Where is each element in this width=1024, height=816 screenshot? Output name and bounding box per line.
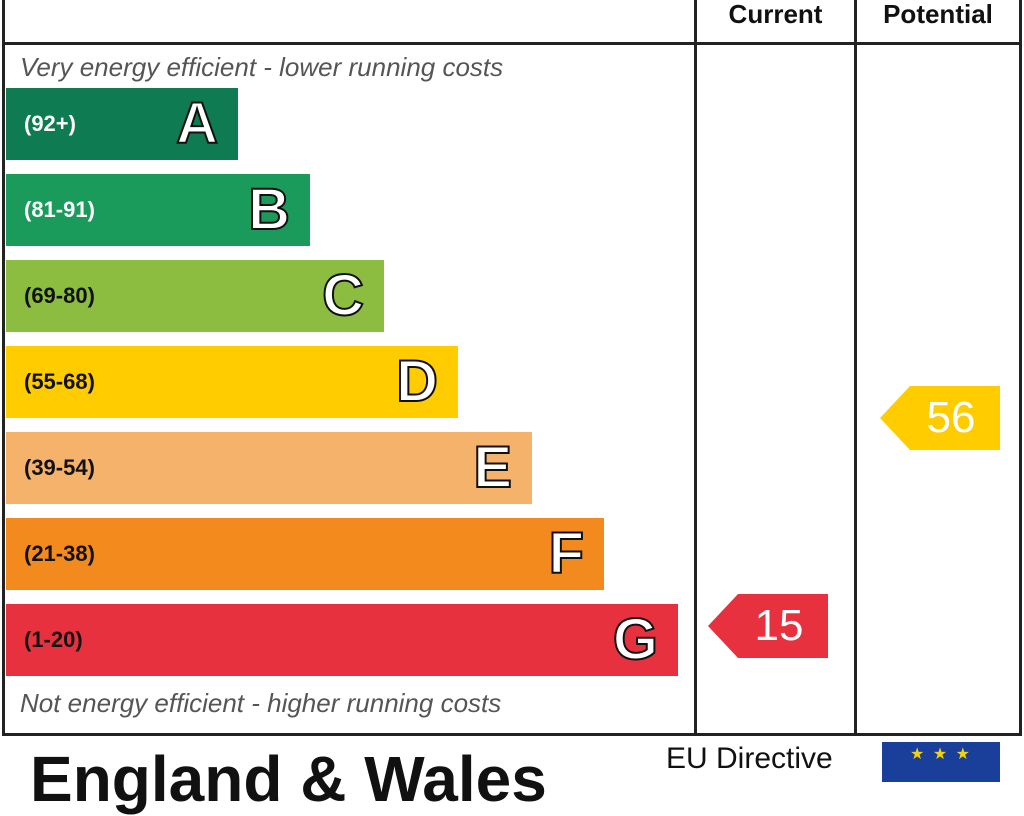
potential-column-divider <box>854 0 857 736</box>
current-column-divider <box>694 0 697 736</box>
left-border <box>2 0 5 736</box>
eu-flag-icon: ★ ★ ★ <box>882 742 1000 782</box>
band-b: (81-91) B <box>6 174 310 246</box>
band-range-label: (1-20) <box>24 627 83 652</box>
band-range-label: (21-38) <box>24 541 95 566</box>
band-range-label: (39-54) <box>24 455 95 480</box>
current-rating-value: 15 <box>754 601 804 650</box>
potential-rating-arrow: 56 <box>880 386 1000 450</box>
band-range-label: (55-68) <box>24 369 95 394</box>
bottom-divider <box>2 733 1022 736</box>
band-a: (92+) A <box>6 88 238 160</box>
current-column-header: Current <box>728 0 823 29</box>
header-divider <box>2 42 1022 45</box>
eu-directive-label: EU Directive <box>666 742 833 775</box>
band-range-label: (81-91) <box>24 197 95 222</box>
band-letter: D <box>395 348 439 415</box>
band-letter: B <box>247 176 291 243</box>
band-letter: E <box>472 434 513 501</box>
eu-flag-stars: ★ ★ ★ <box>910 746 972 763</box>
band-letter: G <box>612 606 659 673</box>
bottom-efficiency-note: Not energy efficient - higher running co… <box>20 688 502 718</box>
potential-rating-value: 56 <box>926 393 976 442</box>
band-c: (69-80) C <box>6 260 384 332</box>
top-efficiency-note: Very energy efficient - lower running co… <box>20 52 504 82</box>
band-range-label: (92+) <box>24 111 76 136</box>
band-d: (55-68) D <box>6 346 458 418</box>
band-range-label: (69-80) <box>24 283 95 308</box>
band-g: (1-20) G <box>6 604 678 676</box>
right-border <box>1019 0 1022 736</box>
band-f: (21-38) F <box>6 518 604 590</box>
current-rating-arrow: 15 <box>708 594 828 658</box>
band-letter: C <box>321 262 365 329</box>
footer-region-title: England & Wales <box>30 743 547 815</box>
band-letter: F <box>548 520 585 587</box>
band-letter: A <box>175 90 219 157</box>
potential-column-header: Potential <box>883 0 993 29</box>
band-e: (39-54) E <box>6 432 532 504</box>
